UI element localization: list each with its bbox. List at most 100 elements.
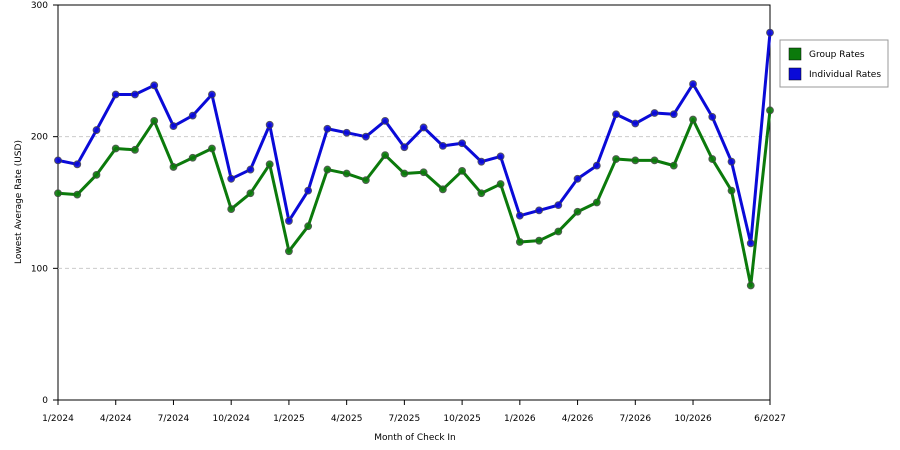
legend-label: Individual Rates xyxy=(809,70,881,80)
data-point xyxy=(150,81,159,90)
data-point xyxy=(381,116,390,125)
x-tick-label: 7/2024 xyxy=(158,414,190,424)
data-point xyxy=(515,211,524,220)
data-point xyxy=(131,145,139,154)
data-point xyxy=(285,247,293,256)
data-point xyxy=(150,116,159,125)
data-point xyxy=(458,166,467,175)
data-point xyxy=(477,189,486,198)
legend-swatch xyxy=(788,67,802,81)
data-point xyxy=(573,174,582,183)
data-point xyxy=(535,236,543,245)
y-tick-label: 200 xyxy=(31,133,48,143)
data-point xyxy=(669,110,678,119)
data-point xyxy=(54,156,62,165)
data-point xyxy=(419,123,428,132)
data-point xyxy=(265,120,274,129)
data-point xyxy=(304,186,313,195)
data-point xyxy=(515,238,524,246)
data-point xyxy=(400,143,409,152)
data-point xyxy=(246,165,255,174)
x-tick-label: 4/2026 xyxy=(562,414,594,424)
data-point xyxy=(746,239,755,248)
data-point xyxy=(766,106,774,115)
x-tick-label: 7/2025 xyxy=(389,414,421,424)
data-point xyxy=(458,139,467,148)
data-point xyxy=(361,132,370,141)
data-point xyxy=(766,28,774,37)
data-point xyxy=(188,153,197,162)
x-tick-label: 6/2027 xyxy=(754,414,786,424)
legend-label: Group Rates xyxy=(809,50,865,60)
data-point xyxy=(746,281,755,290)
x-tick-label: 10/2024 xyxy=(212,414,250,424)
x-tick-label: 10/2026 xyxy=(674,414,712,424)
x-tick-label: 4/2025 xyxy=(331,414,363,424)
x-tick-label: 1/2024 xyxy=(42,414,74,424)
data-point xyxy=(92,170,101,179)
data-point xyxy=(323,124,332,133)
data-point xyxy=(342,169,351,178)
data-point xyxy=(169,122,178,131)
data-point xyxy=(496,152,505,161)
data-point xyxy=(631,156,640,165)
data-point xyxy=(592,198,601,207)
data-point xyxy=(208,144,216,153)
data-point xyxy=(227,174,236,183)
data-point xyxy=(554,201,563,210)
legend-swatch xyxy=(788,47,802,61)
x-tick-label: 1/2026 xyxy=(504,414,536,424)
data-point xyxy=(227,205,236,213)
data-point xyxy=(612,155,620,163)
plot-area xyxy=(57,4,771,401)
data-point xyxy=(592,161,601,170)
data-point xyxy=(304,222,313,231)
y-tick-label: 300 xyxy=(31,1,48,11)
data-point xyxy=(708,113,717,121)
data-point xyxy=(650,109,659,117)
data-point xyxy=(54,189,62,198)
data-point xyxy=(246,189,255,198)
x-axis-label: Month of Check In xyxy=(374,433,456,443)
data-point xyxy=(169,163,178,171)
x-tick-label: 4/2024 xyxy=(100,414,132,424)
data-point xyxy=(265,160,274,169)
data-point xyxy=(554,227,563,236)
y-axis-label: Lowest Average Rate (USD) xyxy=(14,140,24,264)
data-point xyxy=(381,151,390,160)
data-point xyxy=(727,186,736,195)
x-tick-label: 1/2025 xyxy=(273,414,305,424)
data-point xyxy=(708,155,717,163)
data-point xyxy=(689,80,697,88)
data-point xyxy=(496,180,505,188)
y-tick-label: 0 xyxy=(42,396,48,406)
data-point xyxy=(612,110,620,119)
data-point xyxy=(131,90,139,99)
data-point xyxy=(285,217,293,225)
x-tick-label: 10/2025 xyxy=(443,414,480,424)
y-tick-label: 100 xyxy=(31,264,48,274)
data-point xyxy=(111,90,120,99)
data-point xyxy=(92,126,101,134)
data-point xyxy=(573,207,582,216)
data-point xyxy=(631,119,640,128)
data-point xyxy=(73,160,82,169)
data-point xyxy=(669,161,678,170)
data-point xyxy=(361,176,370,185)
data-point xyxy=(419,168,428,177)
x-tick-label: 7/2026 xyxy=(619,414,651,424)
data-point xyxy=(208,90,216,99)
data-point xyxy=(438,185,447,194)
data-point xyxy=(535,206,543,215)
data-point xyxy=(111,144,120,153)
data-point xyxy=(438,141,447,150)
data-point xyxy=(73,190,82,199)
data-point xyxy=(477,157,486,166)
data-point xyxy=(650,156,659,165)
data-point xyxy=(727,157,736,166)
data-point xyxy=(400,169,409,178)
data-point xyxy=(342,128,351,137)
data-point xyxy=(188,111,197,120)
data-point xyxy=(323,165,332,174)
